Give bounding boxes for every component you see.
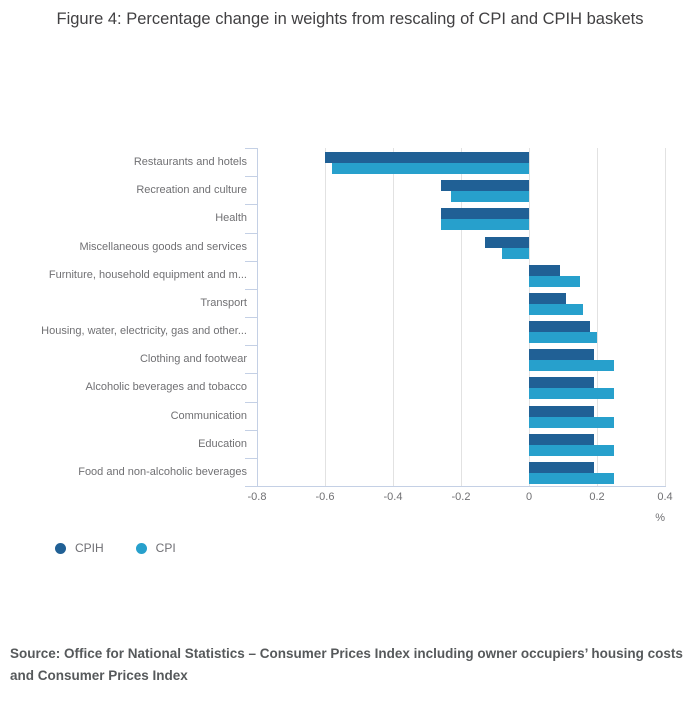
- plot-area: [257, 148, 666, 486]
- category-label: Education: [198, 437, 247, 450]
- legend-item-cpih[interactable]: CPIH: [55, 541, 104, 555]
- cpi-legend-dot-icon: [135, 542, 147, 554]
- y-axis-tick: [245, 204, 257, 205]
- cpi-bar: [529, 332, 597, 343]
- gridline: [665, 148, 666, 486]
- x-axis-tick-label: -0.2: [451, 491, 471, 503]
- gridline: [325, 148, 326, 486]
- x-axis-tick-label: 0.4: [657, 491, 673, 503]
- category-label: Furniture, household equipment and m...: [48, 268, 247, 281]
- cpi-bar: [529, 303, 584, 315]
- chart-legend: CPIH CPI: [55, 541, 176, 555]
- category-label: Transport: [200, 296, 247, 309]
- cpi-bar: [529, 444, 614, 456]
- category-label: Communication: [170, 409, 247, 422]
- cpih-bar: [529, 433, 594, 445]
- category-label: Recreation and culture: [136, 184, 247, 197]
- cpih-bar: [529, 349, 594, 361]
- y-axis-tick: [245, 317, 257, 318]
- gridline: [529, 148, 530, 486]
- category-label: Food and non-alcoholic beverages: [78, 465, 247, 478]
- y-axis-tick: [245, 176, 257, 177]
- x-axis-tick-label: -0.8: [247, 491, 267, 503]
- x-axis-unit-label: %: [655, 512, 665, 524]
- category-label: Clothing and footwear: [139, 353, 247, 366]
- y-axis-tick: [245, 233, 257, 234]
- legend-item-cpi[interactable]: CPI: [135, 541, 176, 555]
- cpi-bar: [440, 219, 529, 231]
- category-label: Miscellaneous goods and services: [79, 240, 247, 253]
- y-axis-tick: [245, 289, 257, 290]
- cpi-bar: [529, 388, 614, 400]
- cpih-bar: [529, 461, 594, 473]
- cpih-bar: [325, 152, 529, 163]
- legend-label: CPIH: [75, 541, 104, 555]
- y-axis-tick: [245, 148, 257, 149]
- y-axis-tick: [245, 373, 257, 374]
- gridline: [461, 148, 462, 486]
- x-axis-tick-label: 0: [525, 491, 533, 503]
- y-axis-tick: [245, 261, 257, 262]
- category-label: Health: [215, 212, 247, 225]
- gridline: [393, 148, 394, 486]
- x-axis-tick-label: 0.2: [589, 491, 605, 503]
- x-axis-tick-label: -0.6: [315, 491, 335, 503]
- cpih-bar: [529, 377, 594, 389]
- source-note: Source: Office for National Statistics –…: [10, 646, 683, 683]
- cpi-bar: [450, 191, 529, 203]
- category-label: Alcoholic beverages and tobacco: [85, 381, 247, 394]
- cpi-bar: [529, 360, 614, 372]
- cpih-bar: [440, 208, 529, 220]
- category-label: Restaurants and hotels: [133, 156, 247, 168]
- category-label: Housing, water, electricity, gas and oth…: [41, 325, 247, 337]
- y-axis-tick: [245, 430, 257, 431]
- cpih-bar: [529, 292, 567, 304]
- legend-label: CPI: [155, 541, 176, 555]
- cpih-bar: [529, 321, 591, 332]
- cpih-bar: [484, 236, 529, 248]
- x-axis-line: [257, 486, 666, 487]
- x-axis-tick-label: -0.4: [383, 491, 403, 503]
- cpih-legend-dot-icon: [55, 542, 66, 554]
- y-axis-tick: [245, 486, 257, 487]
- y-axis-tick: [245, 458, 257, 459]
- y-axis-tick: [245, 402, 257, 403]
- cpi-bar: [501, 247, 529, 259]
- y-axis-line: [257, 148, 258, 486]
- gridline: [597, 148, 598, 486]
- cpi-bar: [529, 472, 614, 484]
- cpih-bar: [529, 405, 594, 417]
- y-axis-tick: [245, 345, 257, 346]
- chart-title: Figure 4: Percentage change in weights f…: [56, 10, 644, 28]
- cpi-bar: [331, 163, 529, 174]
- cpi-bar: [529, 275, 580, 287]
- cpih-bar: [529, 264, 560, 276]
- cpi-bar: [529, 416, 614, 428]
- cpih-bar: [440, 180, 529, 192]
